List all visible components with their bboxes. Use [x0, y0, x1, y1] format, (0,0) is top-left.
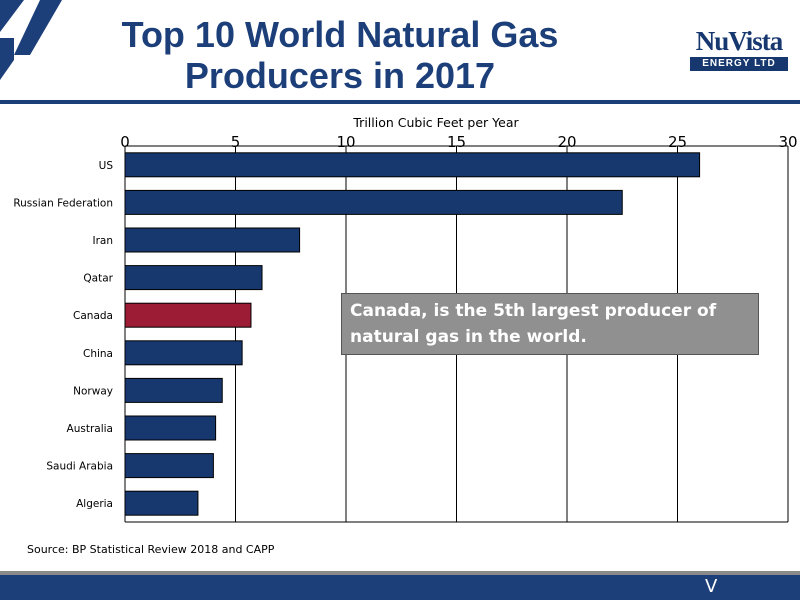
- title-line-2: Producers in 2017: [184, 55, 496, 96]
- footer-bar: [0, 575, 800, 600]
- footer-accent-rule: [0, 571, 800, 575]
- logo-tagline: ENERGY LTD: [690, 57, 788, 71]
- category-label: Norway: [73, 385, 113, 397]
- annotation-callout: Canada, is the 5th largest producer of n…: [341, 293, 759, 355]
- category-label: US: [99, 160, 114, 172]
- bar-russian-federation: [124, 189, 623, 215]
- bar-chart: Trillion Cubic Feet per Year 0 5 10 15 20 25 3…: [13, 115, 798, 523]
- x-axis-title: Trillion Cubic Feet per Year: [352, 115, 519, 130]
- category-label: Qatar: [83, 273, 113, 285]
- category-label: Iran: [92, 235, 113, 247]
- callout-line-2: natural gas in the world.: [350, 327, 587, 347]
- bar-canada: [124, 302, 252, 328]
- category-label: Russian Federation: [13, 197, 113, 209]
- bar-algeria: [124, 490, 199, 516]
- category-label: China: [83, 348, 113, 360]
- category-label: Algeria: [76, 498, 113, 510]
- x-axis-ticks: 0 5 10 15 20 25 30: [120, 133, 797, 151]
- x-tick-label: 15: [447, 133, 466, 151]
- category-label: Saudi Arabia: [46, 461, 113, 473]
- x-tick-label: 10: [336, 133, 355, 151]
- bar-us: [124, 152, 701, 178]
- bar-australia: [124, 415, 217, 441]
- y-axis-labels: US Russian Federation Iran Qatar Canada China…: [13, 160, 113, 510]
- source-note: Source: BP Statistical Review 2018 and C…: [27, 543, 275, 556]
- x-tick-label: 20: [557, 133, 576, 151]
- x-tick-label: 0: [120, 133, 130, 151]
- logo-wordmark: NuVista: [695, 26, 784, 56]
- bar-qatar: [124, 265, 263, 291]
- title-line-1: Top 10 World Natural Gas: [121, 14, 559, 55]
- x-tick-label: 25: [668, 133, 687, 151]
- bar-iran: [124, 227, 301, 253]
- bar-saudi-arabia: [124, 453, 214, 479]
- page-title: Top 10 World Natural Gas Producers in 20…: [60, 14, 620, 96]
- corner-decoration: [0, 0, 62, 80]
- bar-norway: [124, 377, 223, 403]
- company-logo: NuVista ENERGY LTD: [690, 26, 788, 74]
- category-label: Canada: [73, 310, 113, 322]
- footer-logo-mark: V: [705, 576, 718, 597]
- header-divider: [0, 100, 800, 104]
- x-tick-label: 5: [231, 133, 241, 151]
- category-label: Australia: [67, 423, 113, 435]
- bar-china: [124, 340, 243, 366]
- callout-line-1: Canada, is the 5th largest producer of: [350, 301, 717, 321]
